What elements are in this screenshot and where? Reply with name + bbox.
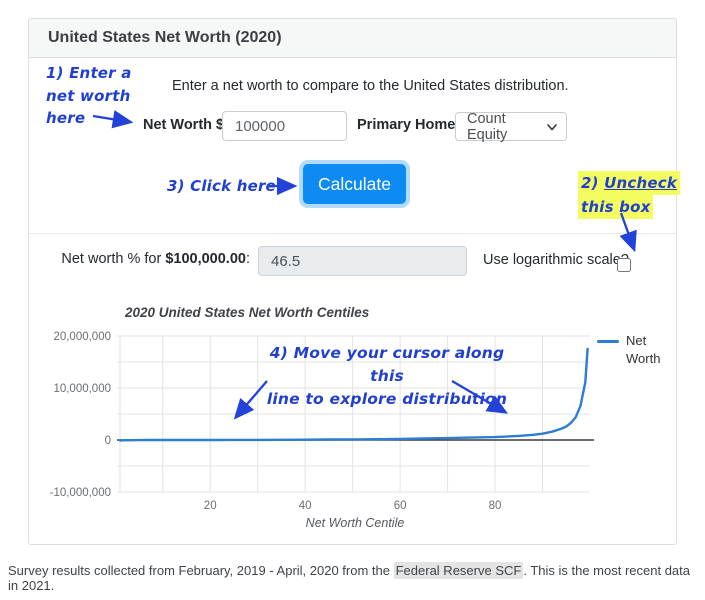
svg-text:20: 20 bbox=[204, 500, 217, 512]
annotation-step3: 3) Click here bbox=[167, 177, 276, 195]
annotation-step4: 4) Move your cursor along this line to e… bbox=[266, 344, 508, 408]
svg-text:40: 40 bbox=[299, 500, 312, 512]
footer-note: Survey results collected from February, … bbox=[8, 562, 690, 593]
annotation-step2: 2) Uncheck this box bbox=[578, 171, 680, 219]
chart-title: 2020 United States Net Worth Centiles bbox=[125, 305, 370, 320]
net-worth-input[interactable] bbox=[222, 111, 347, 141]
chevron-down-icon bbox=[547, 118, 557, 136]
chart-legend: Net Worth bbox=[597, 332, 672, 368]
section-divider bbox=[29, 233, 676, 234]
primary-home-select[interactable]: Count Equity bbox=[455, 110, 567, 143]
svg-text:Net Worth Centile: Net Worth Centile bbox=[306, 516, 405, 530]
result-percentile-input[interactable] bbox=[258, 246, 467, 276]
svg-text:0: 0 bbox=[105, 435, 111, 447]
log-scale-label: Use logarithmic scale? bbox=[483, 252, 629, 268]
legend-line-swatch bbox=[597, 340, 619, 343]
svg-text:10,000,000: 10,000,000 bbox=[53, 383, 111, 395]
svg-text:-10,000,000: -10,000,000 bbox=[50, 487, 111, 499]
net-worth-chart[interactable]: -10,000,000 0 10,000,000 20,000,000 20 40 60 80… bbox=[40, 300, 677, 540]
svg-text:20,000,000: 20,000,000 bbox=[53, 331, 111, 343]
result-label: Net worth % for $100,000.00: bbox=[61, 251, 250, 267]
result-amount: $100,000.00 bbox=[165, 251, 246, 267]
primary-home-label: Primary Home: bbox=[357, 117, 461, 133]
legend-label: Net Worth bbox=[626, 333, 661, 366]
federal-reserve-scf-term[interactable]: Federal Reserve SCF bbox=[393, 562, 524, 579]
svg-text:80: 80 bbox=[489, 500, 502, 512]
annotation-step1: 1) Enter a net worth here bbox=[46, 64, 132, 127]
log-scale-checkbox[interactable] bbox=[617, 258, 631, 272]
page-title: United States Net Worth (2020) bbox=[48, 29, 282, 46]
card-header bbox=[28, 18, 677, 58]
intro-text: Enter a net worth to compare to the Unit… bbox=[172, 78, 569, 94]
svg-text:60: 60 bbox=[394, 500, 407, 512]
calculate-button[interactable]: Calculate bbox=[303, 164, 406, 204]
primary-home-selected-value: Count Equity bbox=[467, 110, 508, 143]
net-worth-label: Net Worth $: bbox=[143, 117, 229, 133]
